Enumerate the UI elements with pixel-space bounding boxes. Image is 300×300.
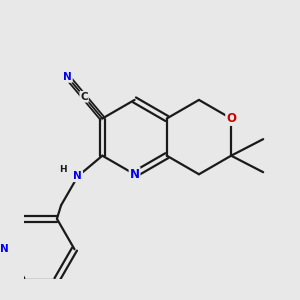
Text: N: N [63, 72, 72, 82]
Text: O: O [226, 112, 236, 125]
Text: N: N [74, 171, 82, 181]
Text: N: N [0, 244, 9, 254]
Text: C: C [80, 92, 88, 102]
Text: N: N [130, 168, 140, 181]
Text: H: H [60, 164, 67, 173]
